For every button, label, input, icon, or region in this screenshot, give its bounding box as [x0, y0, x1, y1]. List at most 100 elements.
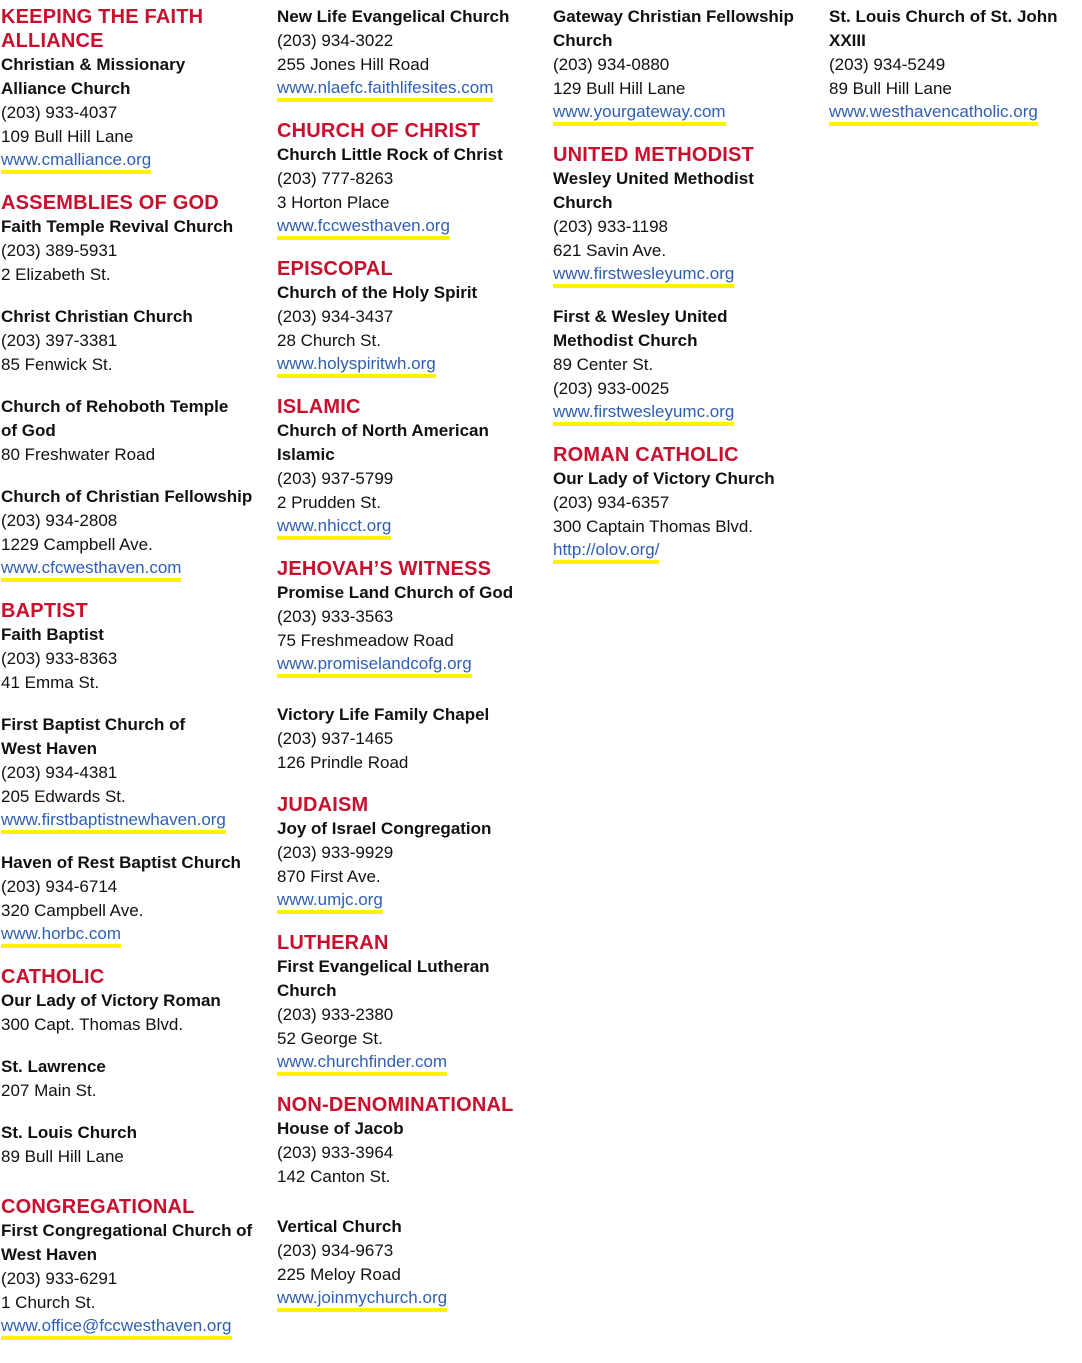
church-website-link[interactable]: www.promiselandcofg.org: [277, 654, 472, 678]
church-name: Church of North American: [277, 421, 489, 440]
church-website-link[interactable]: www.cmalliance.org: [1, 150, 152, 174]
church-entry: Promise Land Church of God (203) 933-3563…: [277, 581, 547, 678]
church-address: 89 Bull Hill Lane: [829, 79, 952, 98]
denomination-heading: NON-DENOMINATIONAL: [277, 1094, 514, 1116]
church-phone: (203) 933-3563: [277, 607, 394, 626]
denomination-heading: LUTHERAN: [277, 932, 389, 954]
church-website-row: www.firstwesleyumc.org: [553, 263, 823, 288]
church-website-link[interactable]: www.umjc.org: [277, 890, 383, 914]
church-address: 75 Freshmeadow Road: [277, 631, 454, 650]
church-website-link[interactable]: www.firstwesleyumc.org: [553, 402, 735, 426]
church-phone: (203) 933-4037: [1, 103, 118, 122]
church-address: 3 Horton Place: [277, 193, 390, 212]
church-entry: Our Lady of Victory Roman 300 Capt. Thoma…: [1, 989, 271, 1037]
church-website-link[interactable]: www.horbc.com: [1, 924, 121, 948]
church-phone: (203) 937-5799: [277, 469, 394, 488]
denomination-heading: ALLIANCE: [1, 30, 104, 52]
church-website-link[interactable]: www.firstbaptistnewhaven.org: [1, 810, 226, 834]
church-address: 2 Elizabeth St.: [1, 265, 111, 284]
church-address: 621 Savin Ave.: [553, 241, 667, 260]
church-website-row: www.umjc.org: [277, 889, 547, 914]
denomination-heading: ISLAMIC: [277, 396, 361, 418]
church-address: 80 Freshwater Road: [1, 445, 156, 464]
church-phone: (203) 397-3381: [1, 331, 118, 350]
church-website-link[interactable]: www.cfcwesthaven.com: [1, 558, 182, 582]
church-name: Islamic: [277, 445, 335, 464]
church-website-link[interactable]: http://olov.org/: [553, 540, 660, 564]
church-website-link[interactable]: www.nhicct.org: [277, 516, 392, 540]
denomination-heading: JEHOVAH’S WITNESS: [277, 558, 492, 580]
denomination-heading: CATHOLIC: [1, 966, 105, 988]
church-address: 1229 Campbell Ave.: [1, 535, 153, 554]
church-entry: Church of North American Islamic (203) 937…: [277, 419, 547, 540]
denomination-section: JEHOVAH’S WITNESS Promise Land Church of …: [277, 557, 547, 775]
church-phone: (203) 934-9673: [277, 1241, 394, 1260]
church-name: First Baptist Church of: [1, 715, 186, 734]
church-phone: (203) 933-6291: [1, 1269, 118, 1288]
church-name: Faith Baptist: [1, 625, 104, 644]
church-entry: Victory Life Family Chapel (203) 937-1465…: [277, 703, 547, 775]
church-name: First Congregational Church of: [1, 1221, 253, 1240]
denomination-section: ROMAN CATHOLIC Our Lady of Victory Church…: [553, 443, 823, 564]
church-entry: St. Lawrence 207 Main St.: [1, 1055, 271, 1103]
church-entry: St. Louis Church of St. John XXIII (203) 9…: [829, 5, 1082, 126]
church-name: Church: [553, 31, 613, 50]
denomination-section: NON-DENOMINATIONAL House of Jacob (203) 93…: [277, 1093, 547, 1312]
church-entry: Joy of Israel Congregation (203) 933-9929…: [277, 817, 547, 914]
church-name: Victory Life Family Chapel: [277, 705, 490, 724]
denomination-section: EPISCOPAL Church of the Holy Spirit (203) …: [277, 257, 547, 378]
church-phone: (203) 934-3437: [277, 307, 394, 326]
denomination-section: St. Louis Church of St. John XXIII (203) 9…: [829, 5, 1082, 126]
church-name: Faith Temple Revival Church: [1, 217, 234, 236]
denomination-heading: ASSEMBLIES OF GOD: [1, 192, 219, 214]
denomination-heading: BAPTIST: [1, 600, 88, 622]
church-name: Alliance Church: [1, 79, 131, 98]
church-website-link[interactable]: www.firstwesleyumc.org: [553, 264, 735, 288]
church-entry: First Congregational Church of West Haven…: [1, 1219, 271, 1340]
church-website-link[interactable]: www.yourgateway.com: [553, 102, 726, 126]
church-address: 255 Jones Hill Road: [277, 55, 430, 74]
church-name: Haven of Rest Baptist Church: [1, 853, 241, 872]
church-website-link[interactable]: www.holyspiritwh.org: [277, 354, 436, 378]
denomination-section: KEEPING THE FAITH ALLIANCE Christian & Mis…: [1, 5, 271, 174]
church-website-link[interactable]: www.office@fccwesthaven.org: [1, 1316, 232, 1340]
church-address: 85 Fenwick St.: [1, 355, 113, 374]
denomination-section: LUTHERAN First Evangelical Lutheran Church…: [277, 931, 547, 1076]
church-phone: (203) 933-1198: [553, 217, 668, 236]
church-website-row: www.cfcwesthaven.com: [1, 557, 271, 582]
church-entry: First Baptist Church of West Haven (203) 9…: [1, 713, 271, 834]
church-website-link[interactable]: www.westhavencatholic.org: [829, 102, 1038, 126]
church-phone: (203) 389-5931: [1, 241, 118, 260]
church-phone: (203) 933-8363: [1, 649, 118, 668]
church-phone: (203) 933-2380: [277, 1005, 394, 1024]
church-phone: (203) 934-4381: [1, 763, 118, 782]
church-name: Church of the Holy Spirit: [277, 283, 478, 302]
denomination-section: ISLAMIC Church of North American Islamic (2…: [277, 395, 547, 540]
church-name: Vertical Church: [277, 1217, 402, 1236]
church-name: of God: [1, 421, 56, 440]
church-website-link[interactable]: www.fccwesthaven.org: [277, 216, 450, 240]
denomination-heading: EPISCOPAL: [277, 258, 393, 280]
church-website-row: www.office@fccwesthaven.org: [1, 1315, 271, 1340]
church-name: Wesley United Methodist: [553, 169, 754, 188]
church-website-row: www.firstbaptistnewhaven.org: [1, 809, 271, 834]
directory-column-1: KEEPING THE FAITH ALLIANCE Christian & Mis…: [1, 5, 271, 1357]
church-entry: Church of Rehoboth Temple of God 80 Freshw…: [1, 395, 271, 467]
church-entry: Vertical Church (203) 934-9673 225 Meloy R…: [277, 1215, 547, 1312]
church-entry: First Evangelical Lutheran Church (203) 93…: [277, 955, 547, 1076]
church-phone: (203) 934-2808: [1, 511, 118, 530]
church-address: 300 Capt. Thomas Blvd.: [1, 1015, 184, 1034]
denomination-section: CHURCH OF CHRIST Church Little Rock of Ch…: [277, 119, 547, 240]
church-website-link[interactable]: www.nlaefc.faithlifesites.com: [277, 78, 494, 102]
church-phone: (203) 934-5249: [829, 55, 946, 74]
church-phone: (203) 937-1465: [277, 729, 394, 748]
church-website-link[interactable]: www.joinmychurch.org: [277, 1288, 448, 1312]
church-address: 89 Center St.: [553, 355, 654, 374]
church-website-row: www.fccwesthaven.org: [277, 215, 547, 240]
church-name: Church of Christian Fellowship: [1, 487, 253, 506]
church-phone: (203) 933-9929: [277, 843, 394, 862]
church-entry: St. Louis Church 89 Bull Hill Lane: [1, 1121, 271, 1169]
church-name: New Life Evangelical Church: [277, 7, 510, 26]
church-website-link[interactable]: www.churchfinder.com: [277, 1052, 448, 1076]
church-name: House of Jacob: [277, 1119, 404, 1138]
